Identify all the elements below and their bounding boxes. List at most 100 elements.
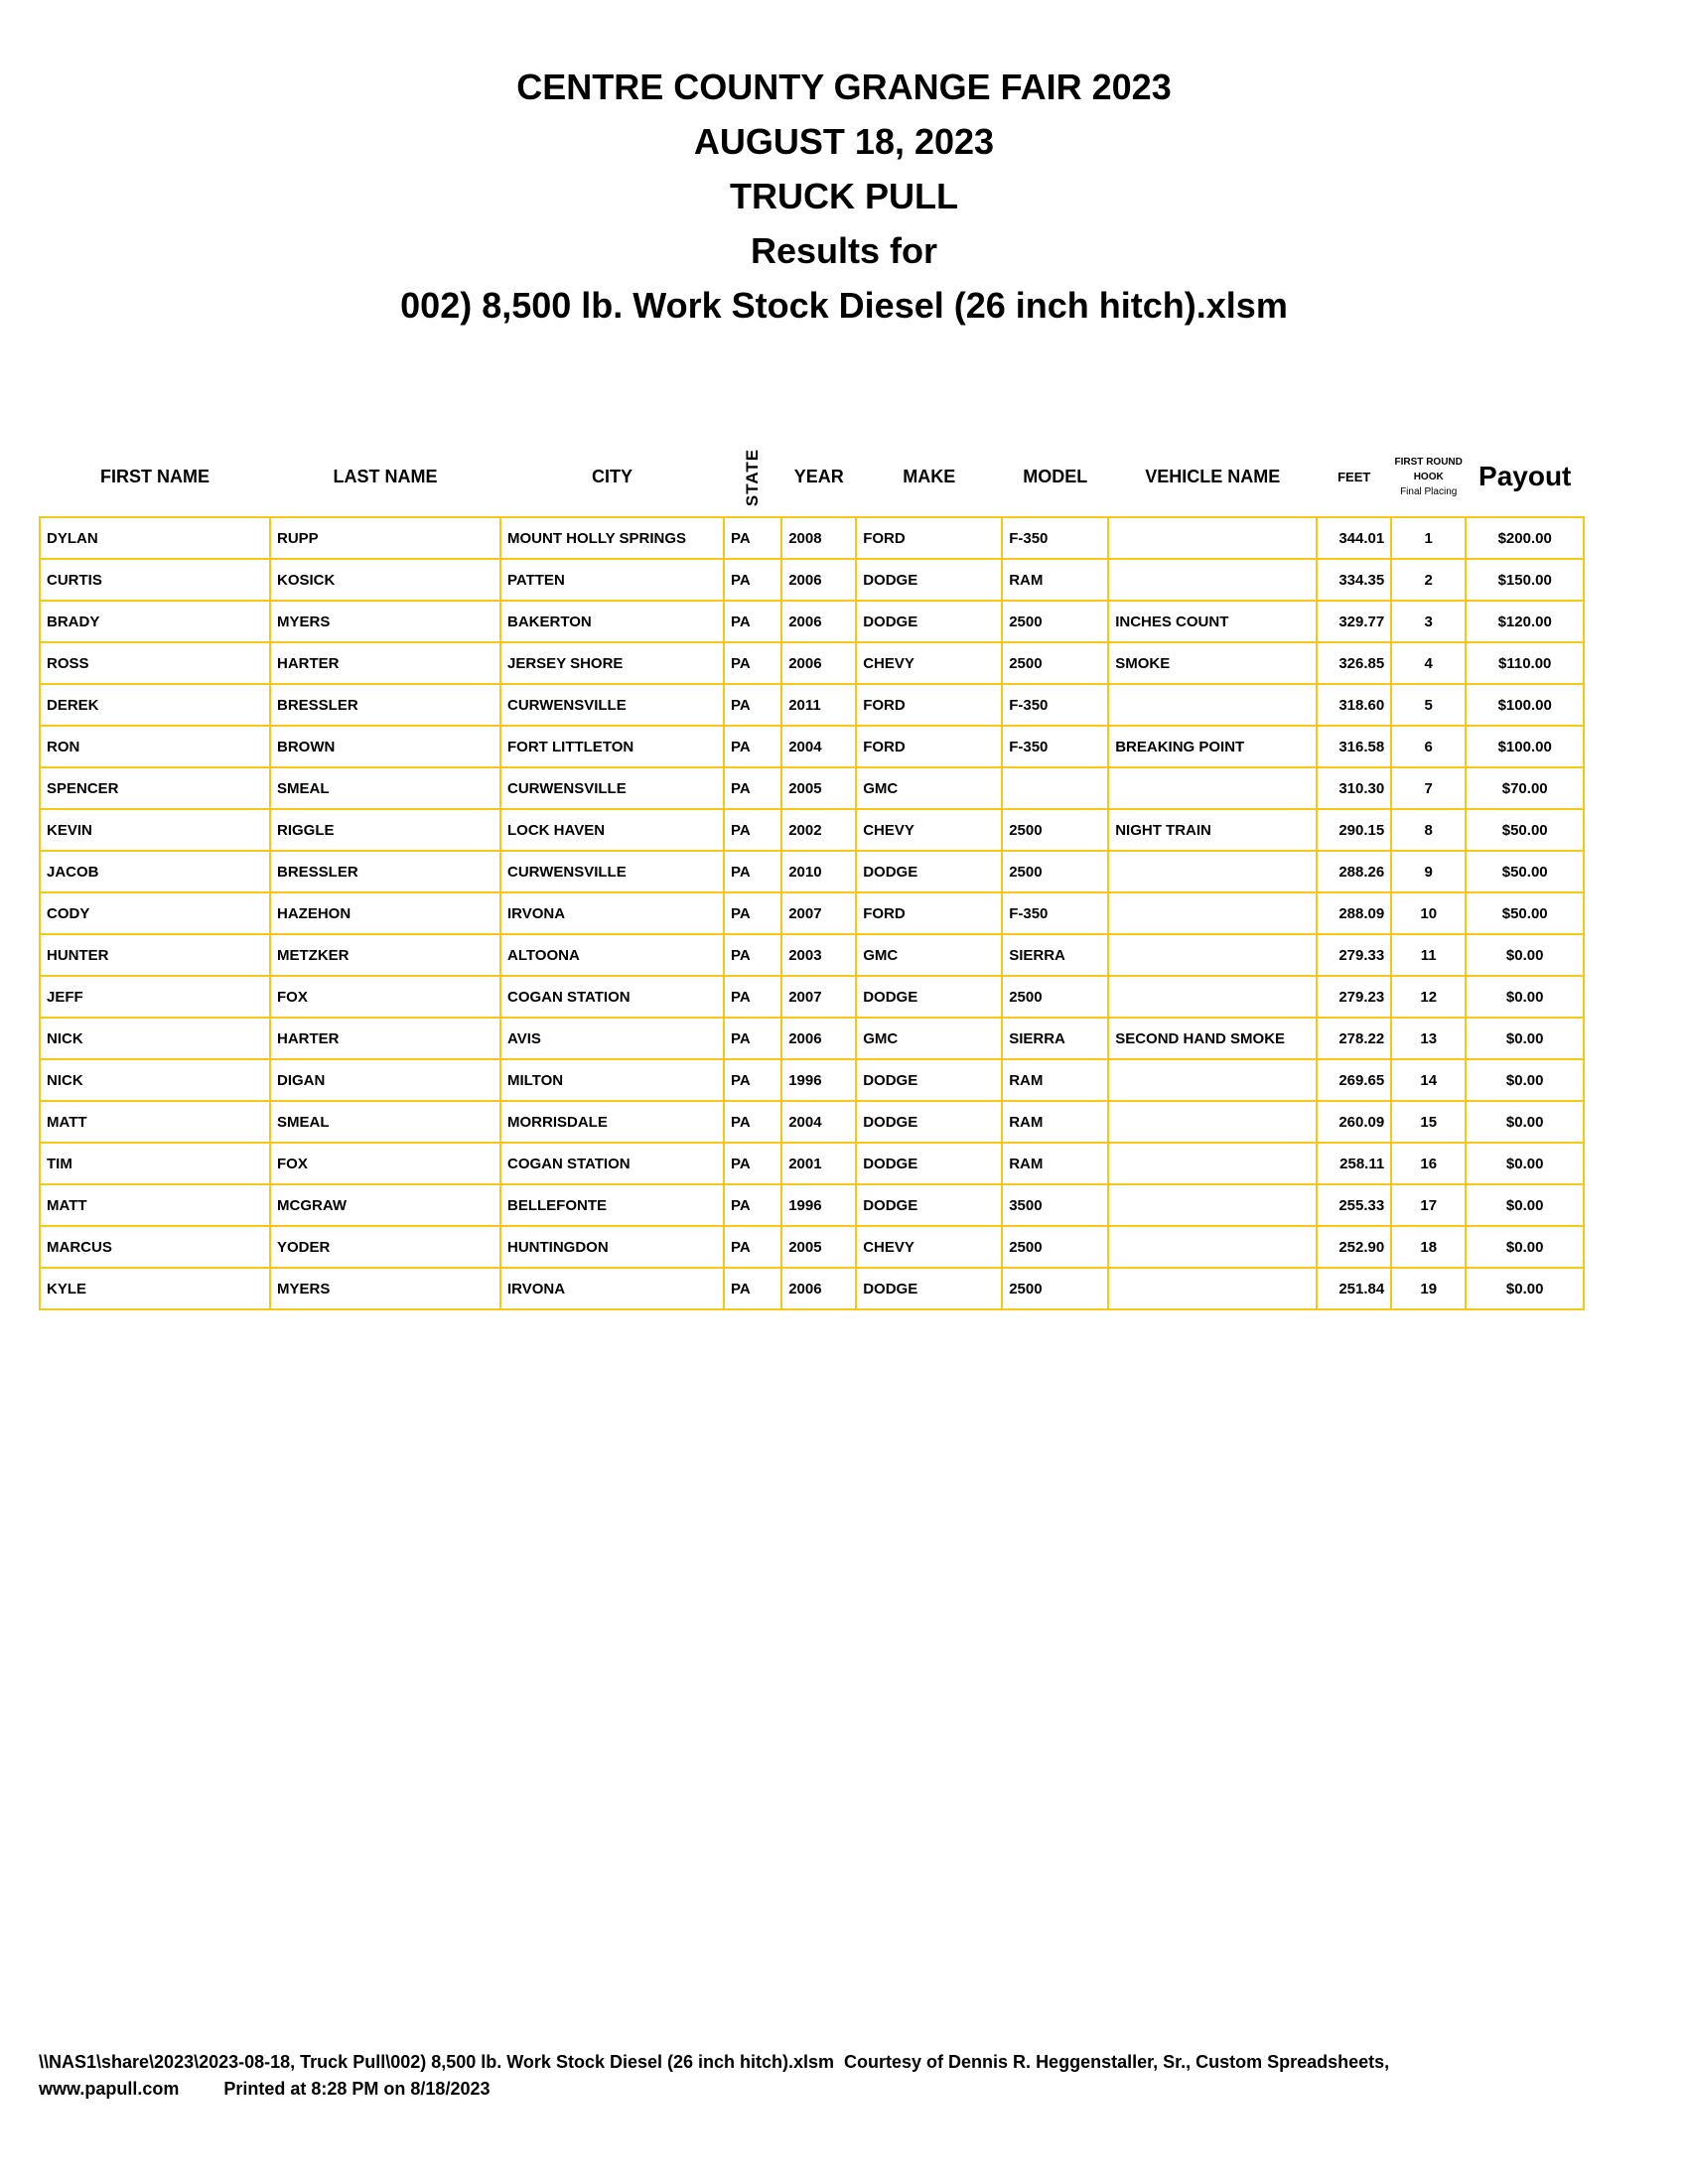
footer: \\NAS1\share\2023\2023-08-18, Truck Pull… [39, 2049, 1389, 2103]
cell-placing: 4 [1390, 641, 1468, 685]
cell-year: 2010 [780, 850, 858, 893]
cell-placing: 1 [1390, 516, 1468, 560]
cell-year: 2005 [780, 1225, 858, 1269]
cell-placing: 12 [1390, 975, 1468, 1019]
header-make: MAKE [903, 466, 956, 486]
cell-city: IRVONA [499, 891, 725, 935]
cell-feet: 279.23 [1316, 975, 1393, 1019]
cell-vehicle-name [1107, 1142, 1319, 1185]
cell-make: DODGE [855, 1058, 1004, 1102]
results-label: Results for [750, 230, 938, 271]
cell-payout: $50.00 [1465, 850, 1586, 893]
cell-make: CHEVY [855, 1225, 1004, 1269]
cell-city: LOCK HAVEN [499, 808, 725, 852]
table-row: JACOB BRESSLER CURWENSVILLE PA 2010 DODGE 2500… [39, 850, 1586, 893]
table-row: KYLE MYERS IRVONA PA 2006 DODGE 2500 251.84 19 $0… [39, 1267, 1586, 1310]
cell-year: 2007 [780, 975, 858, 1019]
cell-last-name: BROWN [269, 725, 501, 768]
cell-vehicle-name: NIGHT TRAIN [1107, 808, 1319, 852]
cell-city: CURWENSVILLE [499, 850, 725, 893]
cell-state: PA [722, 1017, 783, 1060]
cell-vehicle-name [1107, 850, 1319, 893]
cell-year: 2007 [780, 891, 858, 935]
cell-last-name: KOSICK [269, 558, 501, 602]
cell-state: PA [722, 1267, 783, 1310]
cell-make: FORD [855, 725, 1004, 768]
cell-make: GMC [855, 1017, 1004, 1060]
cell-model: RAM [1001, 1142, 1110, 1185]
cell-state: PA [722, 1100, 783, 1144]
cell-first-name: MATT [39, 1100, 271, 1144]
header-payout: Payout [1478, 461, 1572, 491]
cell-first-name: CODY [39, 891, 271, 935]
cell-first-name: KEVIN [39, 808, 271, 852]
cell-year: 2002 [780, 808, 858, 852]
cell-city: ALTOONA [499, 933, 725, 977]
cell-year: 2006 [780, 1267, 858, 1310]
cell-model: F-350 [1001, 683, 1110, 727]
cell-payout: $0.00 [1465, 1058, 1586, 1102]
table-row: SPENCER SMEAL CURWENSVILLE PA 2005 GMC 310.30 7… [39, 766, 1586, 810]
cell-make: DODGE [855, 1100, 1004, 1144]
cell-feet: 251.84 [1316, 1267, 1393, 1310]
cell-year: 2008 [780, 516, 858, 560]
cell-vehicle-name [1107, 1183, 1319, 1227]
cell-state: PA [722, 1058, 783, 1102]
cell-payout: $0.00 [1465, 933, 1586, 977]
header-vehicle-name: VEHICLE NAME [1145, 466, 1281, 486]
cell-state: PA [722, 850, 783, 893]
table-row: KEVIN RIGGLE LOCK HAVEN PA 2002 CHEVY 2500 NIGH… [39, 808, 1586, 852]
cell-make: CHEVY [855, 808, 1004, 852]
cell-feet: 260.09 [1316, 1100, 1393, 1144]
cell-make: DODGE [855, 600, 1004, 643]
cell-model: 2500 [1001, 975, 1110, 1019]
cell-year: 2006 [780, 1017, 858, 1060]
cell-payout: $0.00 [1465, 1017, 1586, 1060]
cell-payout: $0.00 [1465, 1142, 1586, 1185]
cell-make: FORD [855, 891, 1004, 935]
cell-city: COGAN STATION [499, 1142, 725, 1185]
header-city: CITY [591, 466, 633, 486]
cell-payout: $100.00 [1465, 683, 1586, 727]
cell-make: DODGE [855, 850, 1004, 893]
cell-feet: 318.60 [1316, 683, 1393, 727]
cell-last-name: BRESSLER [269, 683, 501, 727]
cell-first-name: KYLE [39, 1267, 271, 1310]
cell-vehicle-name [1107, 558, 1319, 602]
cell-city: CURWENSVILLE [499, 766, 725, 810]
cell-vehicle-name: INCHES COUNT [1107, 600, 1319, 643]
cell-last-name: YODER [269, 1225, 501, 1269]
cell-feet: 326.85 [1316, 641, 1393, 685]
cell-last-name: METZKER [269, 933, 501, 977]
cell-year: 2006 [780, 558, 858, 602]
table-row: MATT SMEAL MORRISDALE PA 2004 DODGE RAM 260.09 1… [39, 1100, 1586, 1144]
cell-feet: 344.01 [1316, 516, 1393, 560]
cell-model: 2500 [1001, 641, 1110, 685]
cell-placing: 5 [1390, 683, 1468, 727]
cell-model: RAM [1001, 1058, 1110, 1102]
cell-vehicle-name [1107, 891, 1319, 935]
cell-feet: 255.33 [1316, 1183, 1393, 1227]
cell-placing: 19 [1390, 1267, 1468, 1310]
cell-model: RAM [1001, 558, 1110, 602]
class-title: 002) 8,500 lb. Work Stock Diesel (26 inc… [400, 285, 1288, 326]
cell-feet: 269.65 [1316, 1058, 1393, 1102]
cell-first-name: RON [39, 725, 271, 768]
cell-payout: $50.00 [1465, 891, 1586, 935]
cell-vehicle-name [1107, 1058, 1319, 1102]
event-date: AUGUST 18, 2023 [693, 121, 995, 162]
cell-make: DODGE [855, 1267, 1004, 1310]
cell-placing: 18 [1390, 1225, 1468, 1269]
header-hook-line1: FIRST ROUND [1394, 456, 1463, 468]
cell-model: 2500 [1001, 850, 1110, 893]
cell-placing: 7 [1390, 766, 1468, 810]
cell-last-name: HARTER [269, 641, 501, 685]
cell-feet: 288.26 [1316, 850, 1393, 893]
cell-model: RAM [1001, 1100, 1110, 1144]
cell-city: PATTEN [499, 558, 725, 602]
header-feet: FEET [1337, 469, 1371, 484]
cell-make: DODGE [855, 975, 1004, 1019]
cell-state: PA [722, 641, 783, 685]
cell-model: F-350 [1001, 891, 1110, 935]
report-titles: CENTRE COUNTY GRANGE FAIR 2023 AUGUST 18… [0, 60, 1688, 333]
